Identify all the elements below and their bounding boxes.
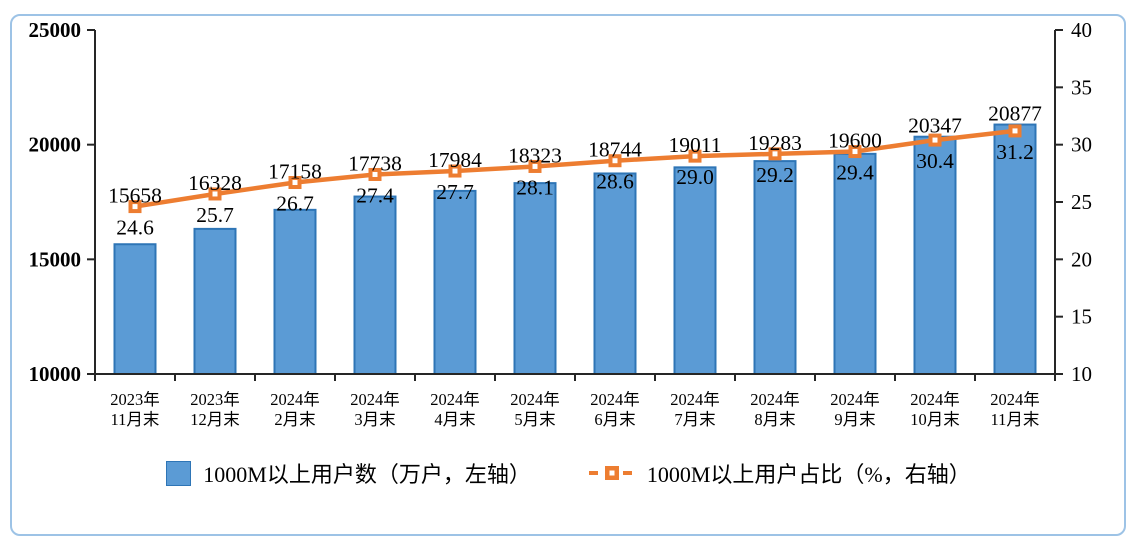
line-marker-center (932, 137, 938, 143)
bar (593, 172, 637, 375)
x-category-label-line1: 2023年 (110, 390, 160, 409)
x-category-label-line1: 2024年 (350, 390, 400, 409)
line-series (134, 128, 1016, 209)
x-category-label-line1: 2024年 (750, 390, 800, 409)
bar (193, 227, 237, 375)
right-axis-tick-label: 25 (1071, 190, 1092, 214)
x-category-label-line2: 9月末 (834, 410, 875, 429)
x-category-label-line1: 2024年 (590, 390, 640, 409)
bar (673, 166, 717, 375)
x-category-label-line2: 11月末 (111, 410, 160, 429)
line-marker-center (372, 171, 378, 177)
line-value-label: 30.4 (916, 149, 954, 173)
left-axis-tick-label: 10000 (29, 362, 82, 386)
line-value-label: 29.0 (676, 165, 714, 189)
bar (833, 152, 877, 375)
bar-value-label: 18323 (508, 143, 562, 167)
line-value-label: 29.4 (836, 161, 874, 185)
line-value-label: 25.7 (196, 203, 234, 227)
right-axis-tick-label: 40 (1071, 18, 1092, 42)
bar (353, 195, 397, 375)
x-category-label-line2: 11月末 (991, 410, 1040, 429)
x-category-label-line1: 2024年 (830, 390, 880, 409)
right-axis-tick-label: 35 (1071, 75, 1092, 99)
bar (433, 189, 477, 375)
line-value-label: 27.7 (436, 180, 474, 204)
bar (753, 160, 797, 375)
x-category-label-line1: 2023年 (190, 390, 240, 409)
x-category-label-line1: 2024年 (430, 390, 480, 409)
bar-value-label: 17738 (348, 151, 402, 175)
line-series-swatch-icon (588, 466, 635, 480)
x-category-label-line1: 2024年 (990, 390, 1040, 409)
x-category-label-line1: 2024年 (910, 390, 960, 409)
legend-line-label: 1000M以上用户占比（%，右轴） (646, 462, 971, 487)
x-category-label-line2: 5月末 (514, 410, 555, 429)
bar-value-label: 18744 (588, 138, 642, 162)
right-axis-tick-label: 10 (1071, 362, 1092, 386)
x-category-label-line2: 12月末 (190, 410, 240, 429)
legend-line-marker-center (609, 470, 615, 476)
bar-value-label: 19600 (828, 129, 882, 153)
line-value-label: 28.1 (516, 175, 554, 199)
bar-value-label: 20877 (988, 102, 1042, 126)
x-category-label-line2: 10月末 (910, 410, 960, 429)
right-axis-tick-label: 30 (1071, 133, 1092, 157)
line-value-label: 24.6 (116, 216, 154, 240)
x-category-label-line2: 7月末 (674, 410, 715, 429)
bar (513, 182, 557, 375)
legend-item-bars: 1000M以上用户数（万户，左轴） (166, 457, 531, 489)
line-marker-center (292, 180, 298, 186)
bar (113, 243, 157, 375)
left-axis-tick-label: 20000 (29, 133, 82, 157)
bar-value-label: 19283 (748, 131, 802, 155)
left-axis-tick-label: 15000 (29, 247, 82, 271)
x-category-label-line2: 2月末 (274, 410, 315, 429)
line-marker-center (532, 163, 538, 169)
line-value-label: 26.7 (276, 192, 314, 216)
line-marker-center (692, 153, 698, 159)
line-marker-center (612, 158, 618, 164)
x-category-label-line1: 2024年 (270, 390, 320, 409)
bar-value-label: 17984 (428, 148, 482, 172)
line-marker-center (452, 168, 458, 174)
bar-value-label: 16328 (188, 171, 242, 195)
line-marker-center (852, 149, 858, 155)
bar (273, 208, 317, 375)
x-category-label-line2: 3月末 (354, 410, 395, 429)
x-category-label-line2: 8月末 (754, 410, 795, 429)
x-category-label-line2: 4月末 (434, 410, 475, 429)
line-marker-center (772, 151, 778, 157)
right-axis-tick-label: 15 (1071, 305, 1092, 329)
line-value-label: 29.2 (756, 163, 794, 187)
line-marker-center (1012, 128, 1018, 134)
legend-item-line: 1000M以上用户占比（%，右轴） (588, 457, 971, 489)
bar-value-label: 19011 (669, 133, 722, 157)
x-category-label-line2: 6月末 (594, 410, 635, 429)
line-value-label: 27.4 (356, 183, 394, 207)
legend-bar-label: 1000M以上用户数（万户，左轴） (203, 462, 531, 487)
line-value-label: 31.2 (996, 140, 1034, 164)
bar-series-swatch-icon (166, 460, 192, 486)
x-category-label-line1: 2024年 (670, 390, 720, 409)
bar (913, 135, 957, 375)
bar-value-label: 17158 (268, 160, 322, 184)
right-axis-tick-label: 20 (1071, 247, 1092, 271)
bar-value-label: 20347 (908, 114, 962, 138)
line-marker-center (212, 191, 218, 197)
line-marker-center (132, 204, 138, 210)
legend: 1000M以上用户数（万户，左轴） 1000M以上用户占比（%，右轴） (0, 452, 1137, 494)
bar-value-label: 15658 (108, 184, 162, 208)
left-axis-tick-label: 25000 (29, 18, 82, 42)
line-value-label: 28.6 (596, 170, 634, 194)
x-category-label-line1: 2024年 (510, 390, 560, 409)
